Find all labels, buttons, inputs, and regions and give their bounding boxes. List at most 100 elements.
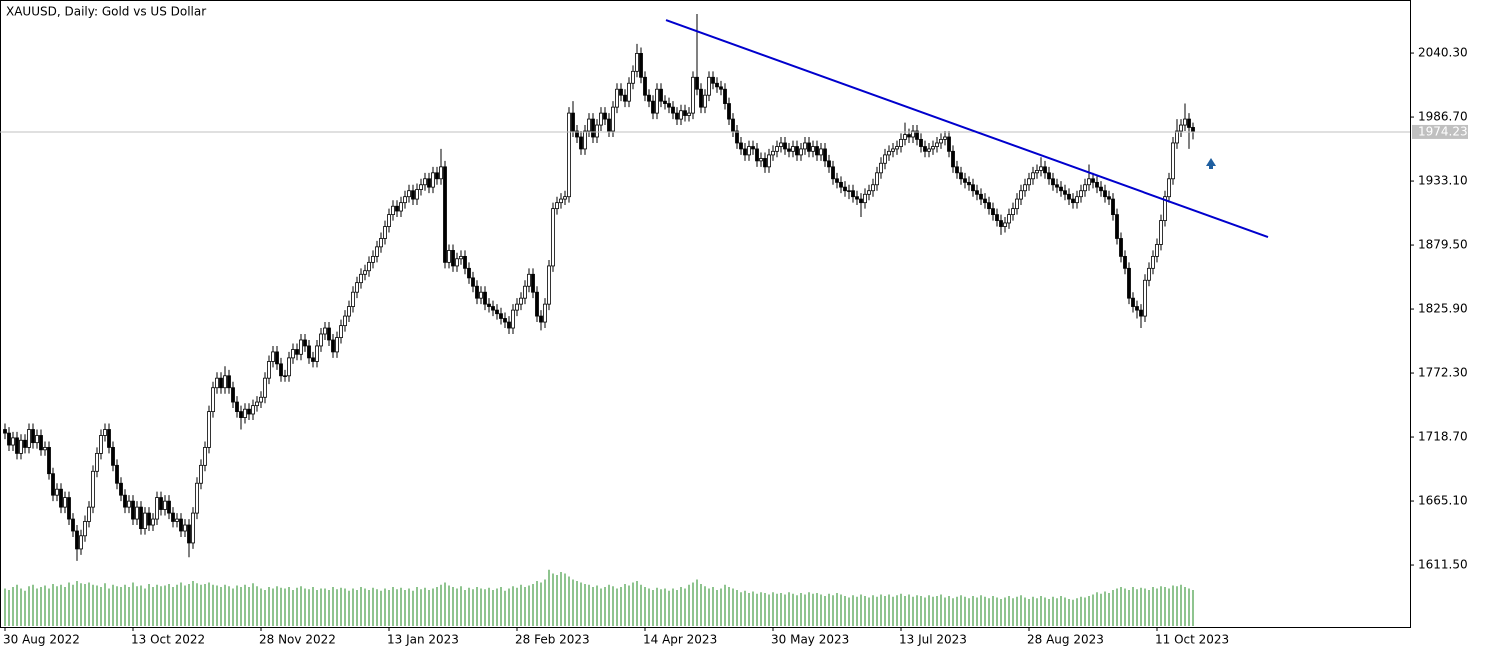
candle-body (275, 351, 279, 365)
candle-body (395, 205, 399, 212)
candle-body (847, 190, 851, 192)
candle-body (931, 146, 935, 150)
candle-body (143, 512, 147, 530)
candle-body (255, 401, 259, 407)
candle-body (599, 112, 603, 126)
candle-body (151, 518, 155, 526)
candle-body (1067, 193, 1071, 200)
candle-body (891, 148, 895, 152)
candle-body (499, 313, 503, 319)
candle-body (627, 82, 631, 102)
candle-body (223, 375, 227, 389)
candle-body (519, 297, 523, 305)
candle-body (207, 411, 211, 448)
candle-body (115, 464, 119, 484)
candle-body (15, 437, 19, 454)
candle-body (1139, 309, 1143, 317)
candle-body (439, 166, 443, 180)
candle-body (195, 482, 199, 514)
candle-body (83, 521, 87, 537)
candle-body (683, 110, 687, 116)
candle-body (383, 226, 387, 239)
candle-body (319, 333, 323, 347)
candle-body (623, 94, 627, 102)
candle-body (235, 401, 239, 413)
candle-body (615, 88, 619, 108)
candle-body (35, 435, 39, 444)
candle-body (795, 146, 799, 156)
candle-body (947, 136, 951, 152)
candle-body (363, 270, 367, 275)
candle-body (343, 315, 347, 327)
candle-body (1099, 186, 1103, 192)
candle-body (695, 76, 699, 90)
candle-body (303, 339, 307, 347)
candle-body (111, 447, 115, 466)
candle-body (159, 497, 163, 510)
candle-body (903, 134, 907, 140)
candle-body (719, 86, 723, 90)
x-tick-label: 28 Nov 2022 (259, 633, 336, 647)
x-tick-label: 13 Jul 2023 (899, 633, 967, 647)
candle-body (291, 349, 295, 359)
candle-body (751, 146, 755, 150)
candle-body (71, 518, 75, 532)
candle-body (375, 246, 379, 257)
candle-body (743, 148, 747, 156)
candle-body (1035, 170, 1039, 174)
candle-body (39, 435, 43, 451)
candle-body (123, 494, 127, 508)
candle-body (691, 76, 695, 114)
candle-body (347, 306, 351, 317)
candle-body (47, 447, 51, 475)
candle-body (991, 208, 995, 216)
candle-body (1063, 190, 1067, 195)
candle-body (55, 488, 59, 496)
candle-body (335, 337, 339, 353)
candle-body (727, 103, 731, 120)
candle-body (603, 112, 607, 120)
candle-body (399, 202, 403, 212)
candle-body (567, 112, 571, 198)
candle-body (127, 500, 131, 508)
candle-body (163, 500, 167, 510)
candle-body (555, 202, 559, 210)
candle-body (715, 82, 719, 88)
candle-body (1147, 267, 1151, 281)
candle-body (811, 146, 815, 152)
x-tick-label: 30 Aug 2022 (3, 633, 80, 647)
candle-body (451, 250, 455, 267)
candle-body (471, 277, 475, 287)
y-tick-label: 1611.50 (1418, 558, 1468, 572)
candle-body (59, 488, 63, 508)
candle-body (823, 148, 827, 162)
candle-body (667, 103, 671, 108)
candle-body (1071, 198, 1075, 204)
candle-body (247, 408, 251, 415)
candle-body (827, 160, 831, 168)
candle-body (739, 142, 743, 150)
candle-body (43, 447, 47, 451)
candle-body (311, 357, 315, 362)
candle-body (647, 94, 651, 102)
candle-body (607, 118, 611, 132)
candle-body (183, 524, 187, 532)
candle-body (975, 190, 979, 195)
candle-body (491, 306, 495, 311)
candle-body (979, 193, 983, 200)
candle-body (1075, 196, 1079, 204)
candle-body (251, 405, 255, 415)
y-tick-label: 1772.30 (1418, 366, 1468, 380)
candle-body (895, 146, 899, 150)
candle-body (1003, 222, 1007, 227)
candle-body (1095, 181, 1099, 188)
candle-body (355, 282, 359, 293)
candle-body (1047, 172, 1051, 180)
candle-body (443, 166, 447, 263)
candle-body (271, 351, 275, 362)
y-tick-label: 1825.90 (1418, 302, 1468, 316)
candle-body (423, 178, 427, 186)
candle-body (171, 512, 175, 522)
candle-body (415, 189, 419, 200)
